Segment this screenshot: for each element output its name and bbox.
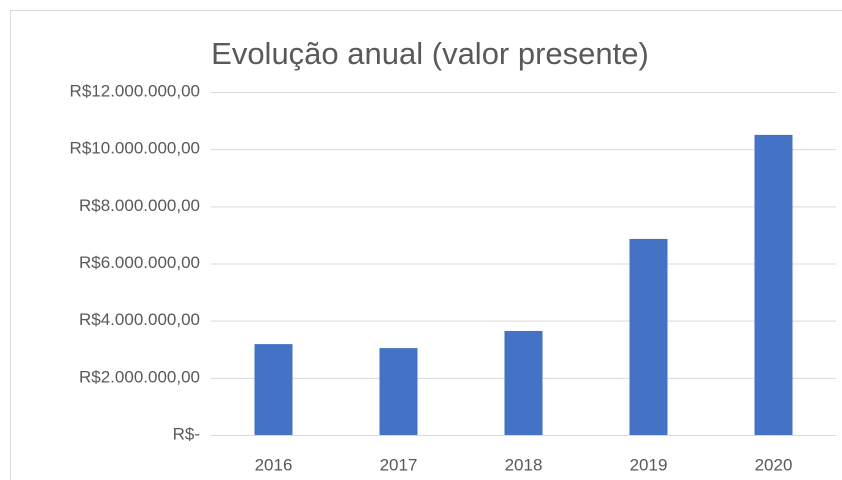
bar — [254, 344, 293, 435]
y-tick-label: R$12.000.000,00 — [70, 81, 200, 100]
bar — [629, 238, 668, 435]
x-tick-label: 2020 — [755, 455, 793, 474]
y-tick-label: R$8.000.000,00 — [79, 196, 200, 215]
y-tick-label: R$4.000.000,00 — [79, 310, 200, 329]
y-tick-label: R$2.000.000,00 — [79, 367, 200, 386]
chart-border — [10, 10, 842, 480]
y-tick-label: R$- — [173, 424, 200, 443]
x-tick-label: 2019 — [630, 455, 668, 474]
y-tick-label: R$10.000.000,00 — [70, 139, 200, 158]
x-tick-label: 2016 — [255, 455, 293, 474]
chart-title: Evolução anual (valor presente) — [211, 36, 649, 71]
bar — [504, 330, 543, 435]
y-tick-label: R$6.000.000,00 — [79, 253, 200, 272]
x-tick-label: 2018 — [505, 455, 543, 474]
bar — [754, 134, 793, 435]
bar — [379, 348, 418, 435]
x-tick-label: 2017 — [380, 455, 418, 474]
